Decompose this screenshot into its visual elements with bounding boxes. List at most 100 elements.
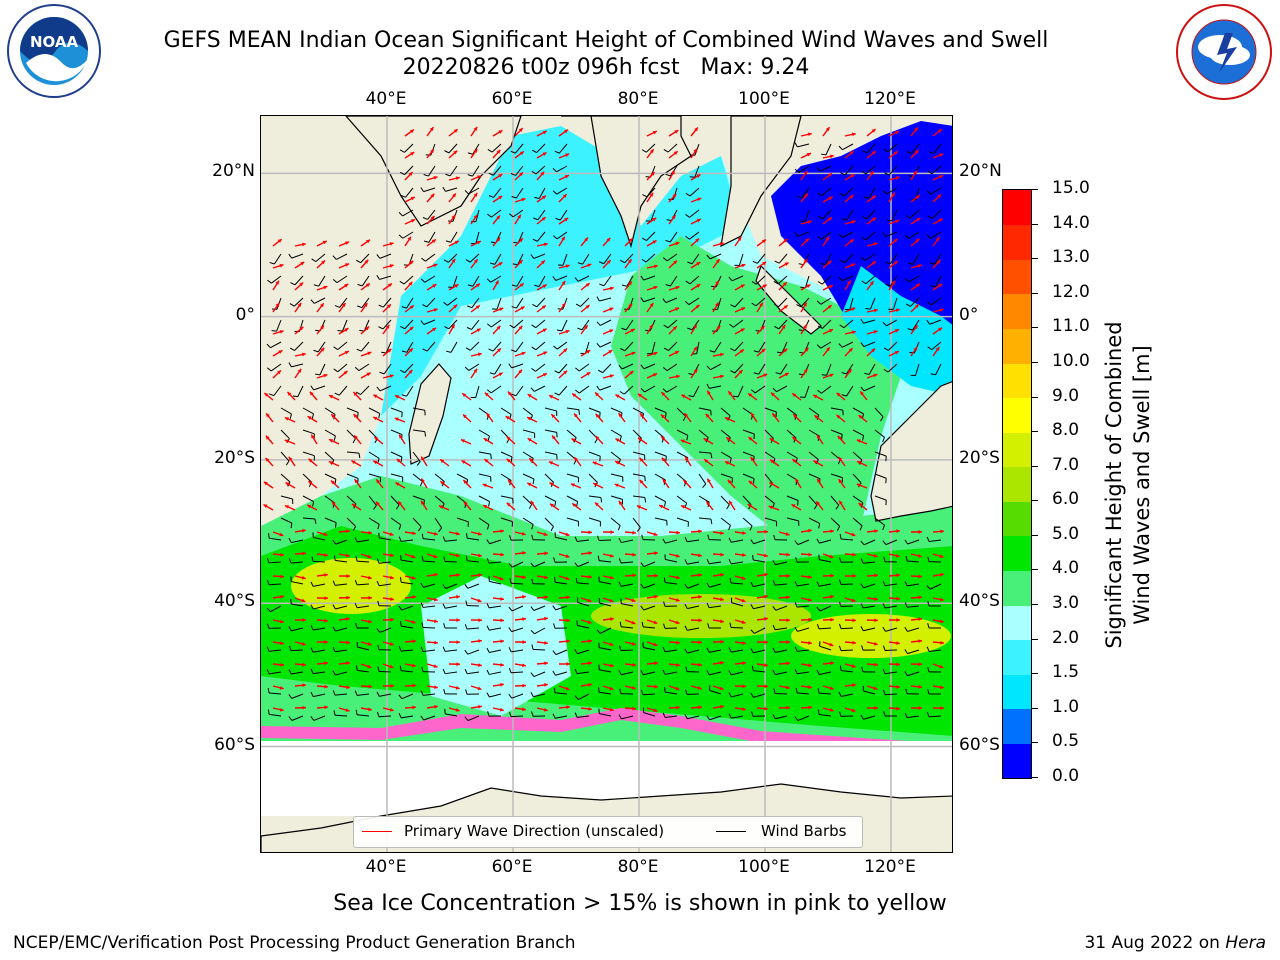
wind-barb-flag [464, 668, 468, 674]
wind-barb [342, 319, 348, 332]
wind-barb [731, 561, 744, 565]
wind-barb-flag [618, 364, 623, 370]
wind-barb [742, 517, 753, 527]
wave-arrow-head [473, 126, 478, 131]
wave-arrow-head [764, 572, 768, 577]
wave-arrow-head [484, 459, 489, 463]
wind-barb [494, 253, 502, 265]
wave-arrow-head [917, 553, 922, 558]
colorbar-segment [1003, 570, 1031, 606]
wind-barb [775, 649, 788, 653]
colorbar-tick-mark [1032, 465, 1038, 467]
wind-barb-flag [600, 497, 603, 503]
wind-barb-flag [530, 387, 535, 392]
wind-barb-flag [619, 688, 622, 694]
wind-barb-flag [419, 481, 423, 487]
wind-barb-flag [641, 149, 647, 153]
wave-arrow-head [506, 436, 511, 441]
wave-arrow-head [561, 236, 565, 241]
wind-barb [667, 319, 678, 329]
wave-arrow-head [680, 505, 685, 509]
wave-arrow-head [698, 618, 702, 623]
wave-arrow-head [830, 529, 834, 534]
wind-barb [778, 297, 788, 307]
wind-barb-flag [886, 219, 892, 222]
wind-barb-flag [578, 409, 580, 415]
wind-barb-flag [930, 373, 936, 376]
wave-arrow-head [517, 214, 521, 219]
lon-label-bottom: 80°E [617, 857, 659, 877]
wind-barb-flag [927, 346, 933, 351]
wave-arrow-head [673, 260, 678, 265]
wind-barb [599, 581, 612, 585]
wind-barb-flag [640, 583, 645, 589]
wind-barb [402, 231, 414, 239]
wind-barb-flag [288, 558, 292, 564]
wind-barb [863, 627, 876, 632]
wind-barb [600, 319, 612, 326]
wind-barb [731, 602, 744, 607]
wind-barb-flag [930, 285, 936, 288]
wind-barb [271, 275, 282, 284]
wave-arrow-head [365, 283, 370, 288]
wind-barb-flag [442, 646, 446, 652]
wave-arrow-head [697, 197, 702, 202]
wind-barb-flag [817, 688, 820, 694]
wave-arrow-head [874, 597, 878, 601]
wave-arrow-head [808, 552, 812, 557]
wave-arrow-head [345, 241, 350, 245]
wave-arrow-head [324, 705, 328, 710]
wind-barb-flag [267, 623, 270, 629]
wave-arrow-head [896, 684, 900, 689]
wind-barb-flag [310, 647, 314, 653]
wind-barb [929, 649, 942, 652]
wave-arrow-head [653, 264, 658, 269]
wind-barb-flag [508, 563, 513, 568]
wave-arrow-head [519, 151, 524, 156]
wind-barb [621, 363, 634, 370]
wave-arrow-head [737, 236, 742, 241]
wind-barb [493, 187, 502, 198]
wave-arrow-head [505, 416, 510, 420]
wave-arrow-head [279, 532, 284, 537]
wave-arrow-head [869, 281, 874, 286]
wave-arrow-head [367, 351, 372, 356]
wind-barb-flag [289, 347, 295, 351]
wave-arrow-head [486, 413, 491, 418]
wind-barb-flag [795, 687, 798, 693]
wind-barb [500, 451, 513, 458]
wind-barb-flag [443, 556, 446, 562]
wind-barb [786, 451, 798, 459]
wind-barb-flag [267, 687, 270, 694]
wave-arrow-head [475, 305, 480, 310]
colorbar-tick-mark [1032, 189, 1038, 190]
wave-arrow-head [451, 324, 455, 329]
wave-arrow-head [851, 598, 856, 603]
wave-arrow-head [652, 240, 657, 244]
wind-barb-flag [556, 329, 562, 332]
wave-arrow-head [803, 302, 807, 307]
wave-arrow-head [662, 478, 667, 483]
colorbar [1002, 189, 1032, 779]
wind-barb [313, 605, 326, 610]
wave-arrow-head [741, 263, 746, 268]
wind-barb [511, 363, 524, 369]
wind-barb [709, 561, 722, 565]
wind-barb [423, 560, 436, 563]
wind-barb-flag [753, 350, 759, 353]
wave-arrow-head [609, 286, 614, 291]
wave-arrow-head [813, 394, 818, 399]
wind-barb [368, 407, 380, 414]
wind-barb [334, 714, 348, 717]
wave-arrow-head [323, 373, 328, 378]
map-panel [260, 115, 953, 853]
wave-arrow-head [763, 553, 768, 558]
wave-arrow-head [676, 663, 680, 667]
wind-barb [852, 407, 864, 415]
wind-barb [643, 671, 656, 676]
wave-arrow-head [698, 595, 702, 599]
wind-barb [669, 275, 678, 287]
wind-barb [562, 253, 568, 266]
wind-barb-flag [684, 625, 688, 631]
wind-barb-flag [663, 577, 666, 583]
